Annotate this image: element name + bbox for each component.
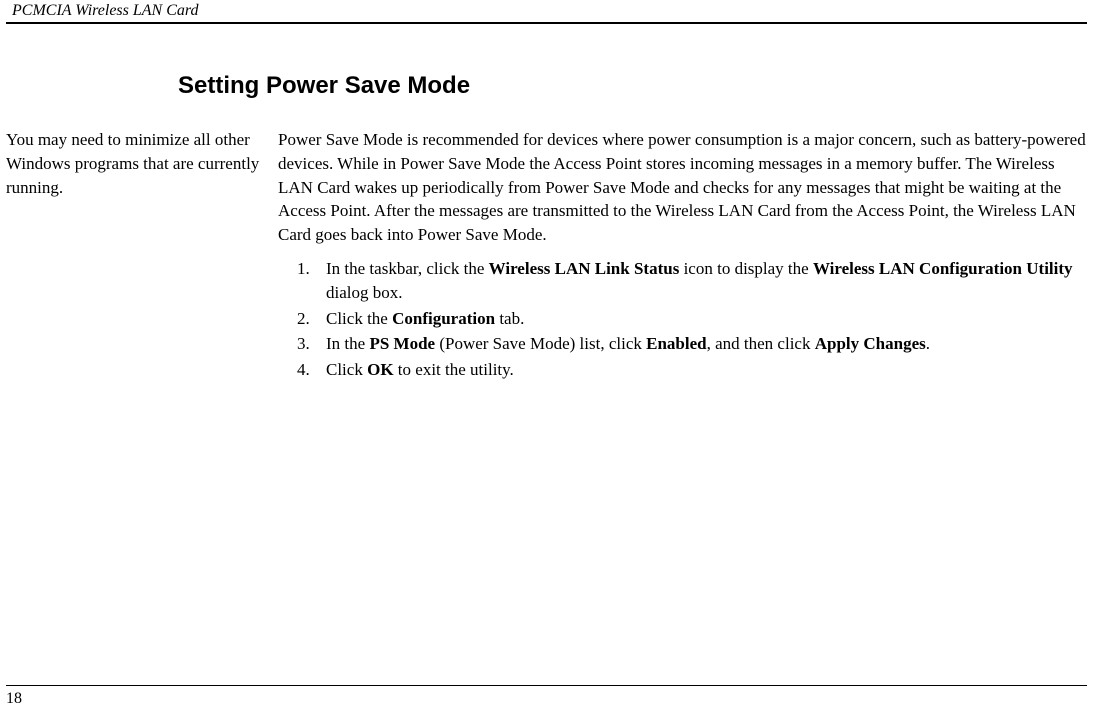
step-1-bold-2: Wireless LAN Configuration Utility — [813, 259, 1073, 278]
step-3-bold-2: Enabled — [646, 334, 706, 353]
step-1-text-1: In the taskbar, click the — [326, 259, 489, 278]
step-3: In the PS Mode (Power Save Mode) list, c… — [314, 332, 1087, 356]
section-title: Setting Power Save Mode — [178, 72, 1093, 100]
step-4-text-1: Click — [326, 360, 367, 379]
step-4-text-2: to exit the utility. — [394, 360, 514, 379]
step-1-text-2: icon to display the — [679, 259, 813, 278]
sidebar-note: You may need to minimize all other Windo… — [6, 128, 278, 199]
step-3-bold-3: Apply Changes — [815, 334, 926, 353]
main-content: Power Save Mode is recommended for devic… — [278, 128, 1087, 384]
step-3-text-3: , and then click — [707, 334, 815, 353]
step-2: Click the Configuration tab. — [314, 307, 1087, 331]
step-3-bold-1: PS Mode — [369, 334, 435, 353]
page-number: 18 — [6, 685, 1087, 708]
step-3-text-4: . — [926, 334, 930, 353]
header-title: PCMCIA Wireless LAN Card — [12, 2, 199, 19]
steps-list: In the taskbar, click the Wireless LAN L… — [278, 257, 1087, 382]
page-header: PCMCIA Wireless LAN Card — [6, 0, 1087, 24]
step-1-text-3: dialog box. — [326, 283, 403, 302]
step-4-bold-1: OK — [367, 360, 393, 379]
intro-paragraph: Power Save Mode is recommended for devic… — [278, 128, 1087, 247]
step-2-text-2: tab. — [495, 309, 524, 328]
step-1: In the taskbar, click the Wireless LAN L… — [314, 257, 1087, 305]
step-2-text-1: Click the — [326, 309, 392, 328]
step-1-bold-1: Wireless LAN Link Status — [489, 259, 680, 278]
step-3-text-2: (Power Save Mode) list, click — [435, 334, 646, 353]
step-4: Click OK to exit the utility. — [314, 358, 1087, 382]
content-row: You may need to minimize all other Windo… — [0, 128, 1093, 384]
step-3-text-1: In the — [326, 334, 369, 353]
step-2-bold-1: Configuration — [392, 309, 495, 328]
